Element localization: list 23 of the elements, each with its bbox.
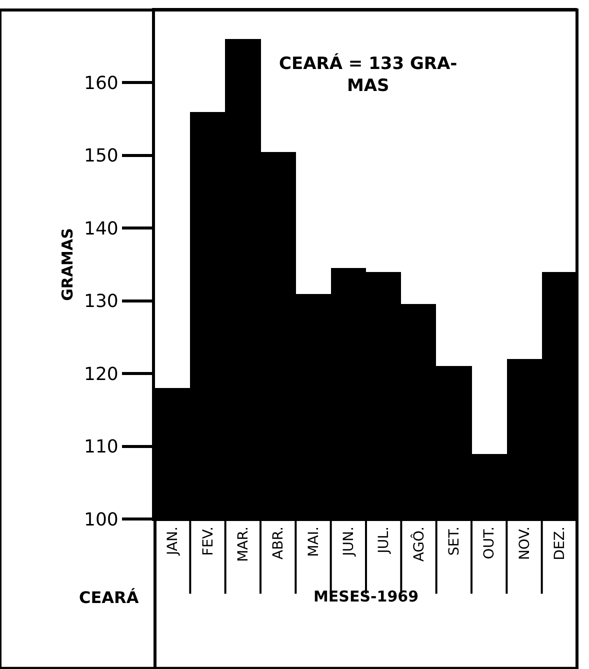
x-tick-label: MAI. — [306, 526, 322, 557]
x-tick-label: NOV. — [516, 526, 533, 560]
x-tick-label: SET. — [446, 526, 462, 556]
y-tick-label: 150 — [84, 146, 118, 167]
x-axis-title: MESES-1969 — [314, 587, 418, 606]
y-tick-label: 160 — [84, 73, 118, 94]
x-tick-label: JUL. — [376, 526, 392, 554]
x-tick-label: MAR. — [235, 526, 252, 562]
text: CEARÁ — [79, 588, 140, 607]
x-tick-label: ABR. — [270, 526, 287, 560]
x-tick-label: DEZ. — [552, 526, 568, 560]
x-tick-label: FEV. — [200, 526, 216, 556]
x-tick-label: JAN. — [165, 526, 182, 556]
y-tick-label: 110 — [84, 436, 118, 458]
y-tick-label: 140 — [84, 218, 118, 240]
x-tick-label: AGÔ. — [410, 526, 428, 562]
x-tick-label: OUT. — [482, 526, 498, 560]
y-tick-label: 100 — [84, 509, 118, 530]
y-tick-label: 120 — [84, 364, 118, 385]
x-tick-label: JUN. — [340, 526, 357, 557]
y-tick-label: 130 — [84, 291, 118, 312]
annotation: CEARÁ = 133 GRA- MAS — [279, 53, 458, 96]
y-axis-title: GRAMAS — [58, 228, 76, 301]
